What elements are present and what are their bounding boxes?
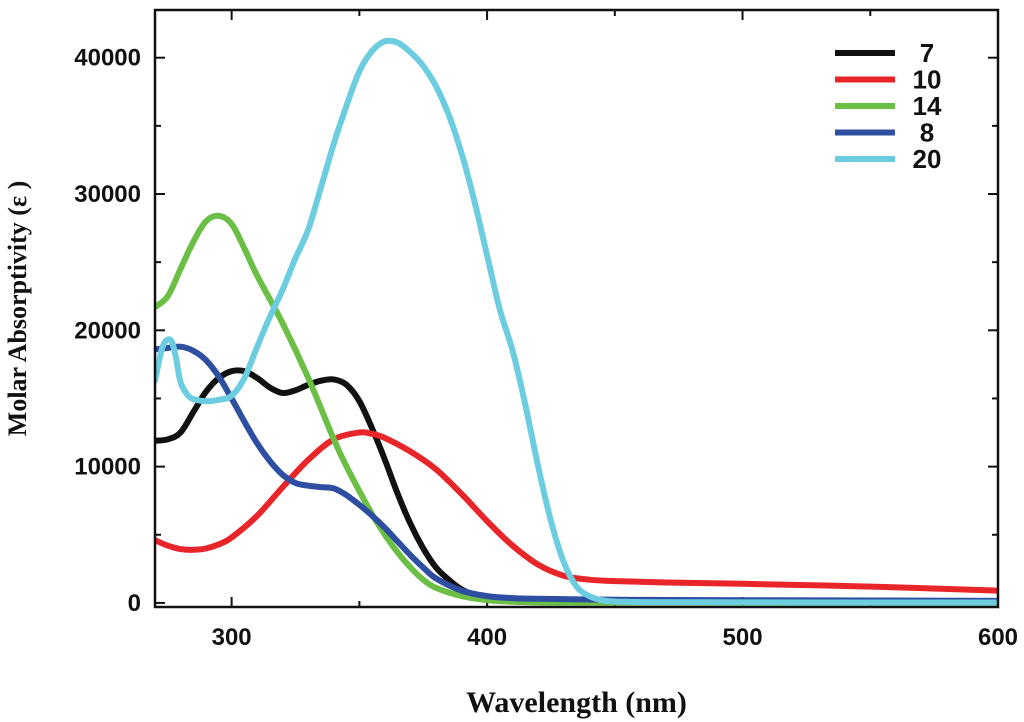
- x-axis-title: Wavelength (nm): [466, 686, 687, 719]
- legend-label: 10: [913, 65, 942, 95]
- series-line-10: [155, 429, 998, 594]
- legend-item: 7: [835, 38, 934, 68]
- legend-item: 8: [835, 118, 934, 148]
- y-axis-title: Molar Absorptivity (ε ): [3, 181, 32, 436]
- y-tick-label: 10000: [74, 454, 141, 481]
- series-line-14: [155, 212, 998, 606]
- y-tick-label: 0: [128, 590, 141, 617]
- legend-item: 14: [835, 91, 942, 121]
- legend-label: 14: [913, 91, 942, 121]
- y-tick-label: 20000: [74, 317, 141, 344]
- plot-frame: [153, 8, 1000, 609]
- y-tick-label: 40000: [74, 45, 141, 72]
- legend-item: 10: [835, 65, 941, 95]
- chart-series: [155, 37, 998, 606]
- series-line-8: [155, 343, 998, 604]
- x-tick-label: 600: [978, 624, 1018, 651]
- y-tick-label: 30000: [74, 181, 141, 208]
- legend-item: 20: [835, 144, 941, 174]
- legend-label: 7: [920, 38, 934, 68]
- series-line-20: [155, 37, 998, 606]
- x-tick-label: 400: [467, 624, 507, 651]
- legend-label: 20: [913, 144, 942, 174]
- x-tick-label: 500: [723, 624, 763, 651]
- x-tick-label: 300: [212, 624, 252, 651]
- legend-label: 8: [920, 118, 934, 148]
